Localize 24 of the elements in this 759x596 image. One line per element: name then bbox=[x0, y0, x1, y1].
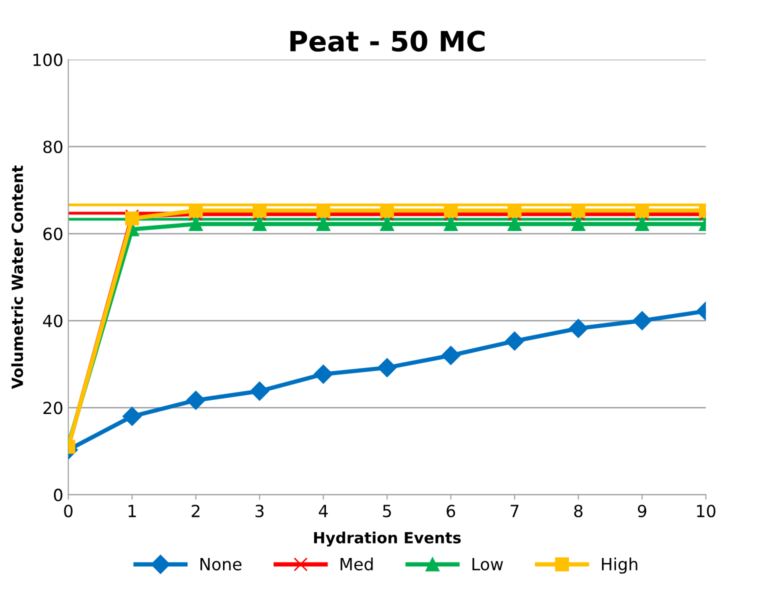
x-axis-title: Hydration Events bbox=[314, 532, 461, 547]
x-tick-label: 6 bbox=[446, 504, 456, 518]
x-tick-label: 8 bbox=[574, 504, 583, 518]
legend-label: High bbox=[602, 558, 638, 574]
x-tick-label: 2 bbox=[192, 504, 200, 518]
legend-label: Med bbox=[340, 558, 373, 570]
y-tick-label: 40 bbox=[43, 314, 62, 328]
chart-title: Peat - 50 MC bbox=[290, 30, 485, 52]
legend-label: Low bbox=[472, 558, 503, 570]
x-tick-label: 1 bbox=[128, 504, 136, 518]
y-tick-label: 20 bbox=[43, 402, 62, 414]
x-tick-label: 5 bbox=[383, 504, 391, 518]
x-tick-label: 10 bbox=[697, 504, 716, 518]
x-tick-label: 0 bbox=[64, 504, 73, 518]
legend-label: None bbox=[200, 558, 242, 570]
y-tick-label: 0 bbox=[54, 488, 62, 502]
y-axis-title: Volumetric Water Content bbox=[11, 166, 24, 390]
x-tick-label: 7 bbox=[510, 504, 518, 518]
y-tick-label: 60 bbox=[43, 228, 62, 240]
x-tick-label: 4 bbox=[318, 504, 328, 518]
x-tick-label: 9 bbox=[638, 504, 646, 518]
y-tick-label: 80 bbox=[43, 140, 62, 154]
x-tick-label: 3 bbox=[256, 504, 264, 518]
y-tick-label: 100 bbox=[33, 54, 62, 66]
